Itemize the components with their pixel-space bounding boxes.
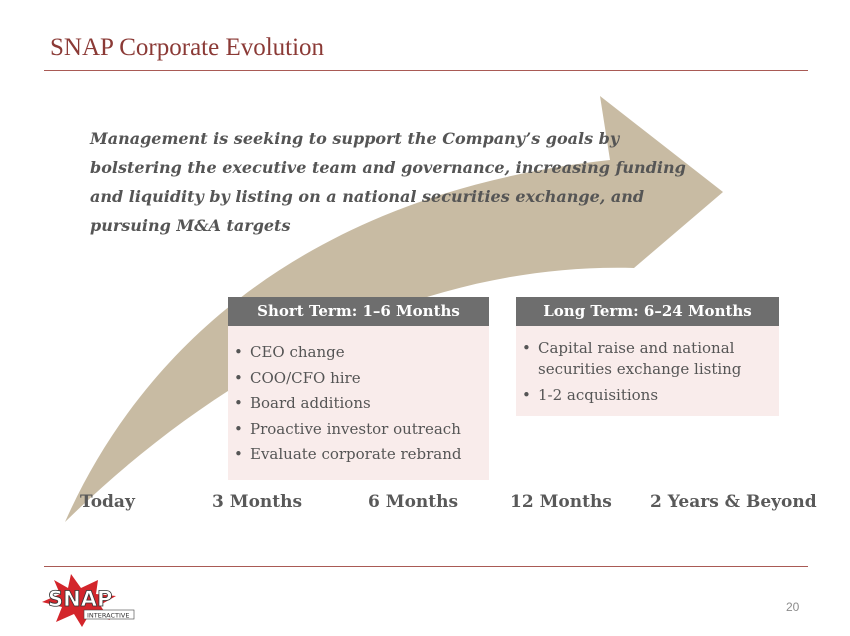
slide-title: SNAP Corporate Evolution [50, 34, 325, 61]
logo-wordmark: SNAP [48, 587, 112, 611]
list-item: • 1-2 acquisitions [516, 385, 779, 406]
list-item-text: CEO change [250, 343, 345, 361]
list-item: • Proactive investor outreach [228, 417, 489, 443]
list-item-text: Board additions [250, 394, 371, 412]
long-term-list: • Capital raise and national securities e… [516, 326, 779, 406]
timeline-label-3-months: 3 Months [212, 492, 303, 512]
short-term-box: Short Term: 1–6 Months • CEO change • COO/… [228, 297, 489, 480]
list-item: • Evaluate corporate rebrand [228, 442, 489, 468]
list-item-text: Proactive investor outreach [250, 419, 461, 438]
list-item: • Capital raise and national securities e… [516, 338, 779, 380]
timeline-label-today: Today [80, 492, 135, 512]
list-item-text: Evaluate corporate rebrand [250, 445, 462, 463]
bullet: • [522, 339, 531, 357]
intro-text: Management is seeking to support the Com… [90, 129, 686, 235]
list-item-text: COO/CFO hire [250, 368, 361, 387]
logo-subtext: INTERACTIVE [87, 612, 129, 620]
short-term-list: • CEO change • COO/CFO hire • Board additio… [228, 326, 489, 468]
snap-logo: SNAP INTERACTIVE [42, 574, 135, 627]
list-item: • COO/CFO hire [228, 366, 489, 392]
long-term-header: Long Term: 6–24 Months [516, 297, 779, 326]
bullet: • [234, 343, 243, 361]
bullet: • [522, 386, 531, 404]
short-term-header: Short Term: 1–6 Months [228, 297, 489, 326]
page-number: 20 [786, 600, 800, 614]
footer-divider [44, 566, 808, 567]
list-item: • Board additions [228, 391, 489, 417]
timeline-label-6-months: 6 Months [368, 492, 459, 512]
list-item-text: Capital raise and national securities ex… [538, 339, 742, 378]
bullet: • [234, 419, 243, 438]
timeline-label-12-months: 12 Months [510, 492, 612, 512]
title-divider [44, 70, 808, 71]
bullet: • [234, 394, 243, 412]
bullet: • [234, 445, 243, 463]
long-term-box: Long Term: 6–24 Months • Capital raise an… [516, 297, 779, 416]
bullet: • [234, 368, 243, 387]
list-item-text: 1-2 acquisitions [538, 386, 659, 404]
timeline-label-2-years: 2 Years & Beyond [650, 492, 817, 512]
list-item: • CEO change [228, 340, 489, 366]
